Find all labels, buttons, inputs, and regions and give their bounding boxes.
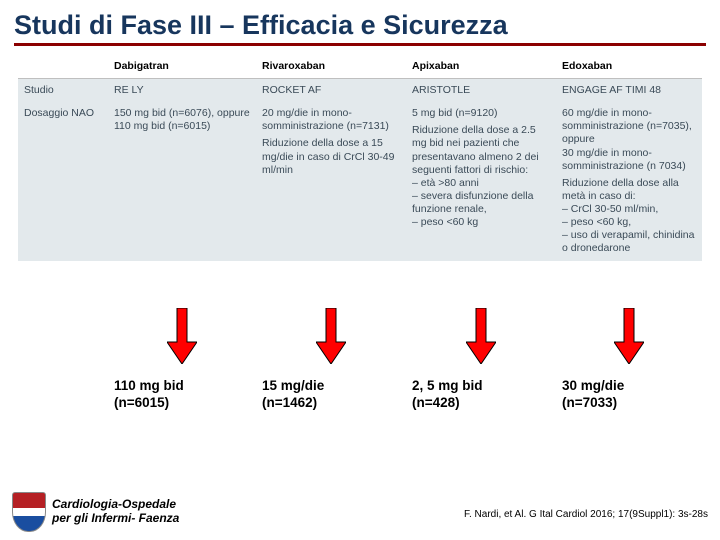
crest-icon <box>12 492 46 532</box>
drug-table: Dabigatran Rivaroxaban Apixaban Edoxaban… <box>18 54 702 261</box>
footer-affiliation: Cardiologia-Ospedale per gli Infermi- Fa… <box>12 492 179 532</box>
col-apixaban: Apixaban <box>406 54 556 78</box>
annot-dose: 2, 5 mg bid <box>412 378 550 395</box>
annot-dose: 110 mg bid <box>114 378 250 395</box>
annot-dabigatran: 110 mg bid (n=6015) <box>108 378 256 412</box>
col-edoxaban: Edoxaban <box>556 54 702 78</box>
arrow-row <box>0 308 720 378</box>
dos-bottom: Riduzione della dose a 2.5 mg bid nei pa… <box>412 124 550 229</box>
dos-top: 5 mg bid (n=9120) <box>412 107 550 120</box>
page-title: Studi di Fase III – Efficacia e Sicurezz… <box>0 0 720 43</box>
annot-n: (n=6015) <box>114 395 250 412</box>
annot-apixaban: 2, 5 mg bid (n=428) <box>406 378 556 412</box>
down-arrow-icon <box>167 308 197 364</box>
down-arrow-icon <box>466 308 496 364</box>
annot-rivaroxaban: 15 mg/die (n=1462) <box>256 378 406 412</box>
cell-dos-dabigatran: 150 mg bid (n=6076), oppure 110 mg bid (… <box>108 102 256 260</box>
cell-studio-apixaban: ARISTOTLE <box>406 79 556 102</box>
col-blank <box>18 54 108 78</box>
row-dosaggio: Dosaggio NAO 150 mg bid (n=6076), oppure… <box>18 102 702 260</box>
annot-edoxaban: 30 mg/die (n=7033) <box>556 378 702 412</box>
cell-dos-edoxaban: 60 mg/die in mono-somministrazione (n=70… <box>556 102 702 260</box>
annot-n: (n=7033) <box>562 395 696 412</box>
citation: F. Nardi, et Al. G Ital Cardiol 2016; 17… <box>464 509 708 520</box>
annot-n: (n=1462) <box>262 395 400 412</box>
annot-dose: 30 mg/die <box>562 378 696 395</box>
cell-dos-rivaroxaban: 20 mg/die in mono-somministrazione (n=71… <box>256 102 406 260</box>
annotation-row: 110 mg bid (n=6015) 15 mg/die (n=1462) 2… <box>18 378 702 412</box>
down-arrow-icon <box>316 308 346 364</box>
table-header-row: Dabigatran Rivaroxaban Apixaban Edoxaban <box>18 54 702 79</box>
affiliation-line2: per gli Infermi- Faenza <box>52 512 179 526</box>
dos-top: 60 mg/die in mono-somministrazione (n=70… <box>562 107 696 173</box>
cell-studio-edoxaban: ENGAGE AF TIMI 48 <box>556 79 702 102</box>
affiliation-line1: Cardiologia-Ospedale <box>52 498 179 512</box>
dos-bottom: Riduzione della dose a 15 mg/die in caso… <box>262 137 400 176</box>
dos-bottom: Riduzione della dose alla metà in caso d… <box>562 177 696 256</box>
cell-dos-apixaban: 5 mg bid (n=9120) Riduzione della dose a… <box>406 102 556 260</box>
annot-n: (n=428) <box>412 395 550 412</box>
cell-studio-dabigatran: RE LY <box>108 79 256 102</box>
dos-top: 20 mg/die in mono-somministrazione (n=71… <box>262 107 400 133</box>
row-label-dosaggio: Dosaggio NAO <box>18 102 108 260</box>
title-underline <box>14 43 706 46</box>
annot-dose: 15 mg/die <box>262 378 400 395</box>
down-arrow-icon <box>614 308 644 364</box>
dos-top: 150 mg bid (n=6076), oppure 110 mg bid (… <box>114 107 250 133</box>
row-label-studio: Studio <box>18 79 108 102</box>
col-rivaroxaban: Rivaroxaban <box>256 54 406 78</box>
col-dabigatran: Dabigatran <box>108 54 256 78</box>
row-studio: Studio RE LY ROCKET AF ARISTOTLE ENGAGE … <box>18 79 702 102</box>
cell-studio-rivaroxaban: ROCKET AF <box>256 79 406 102</box>
